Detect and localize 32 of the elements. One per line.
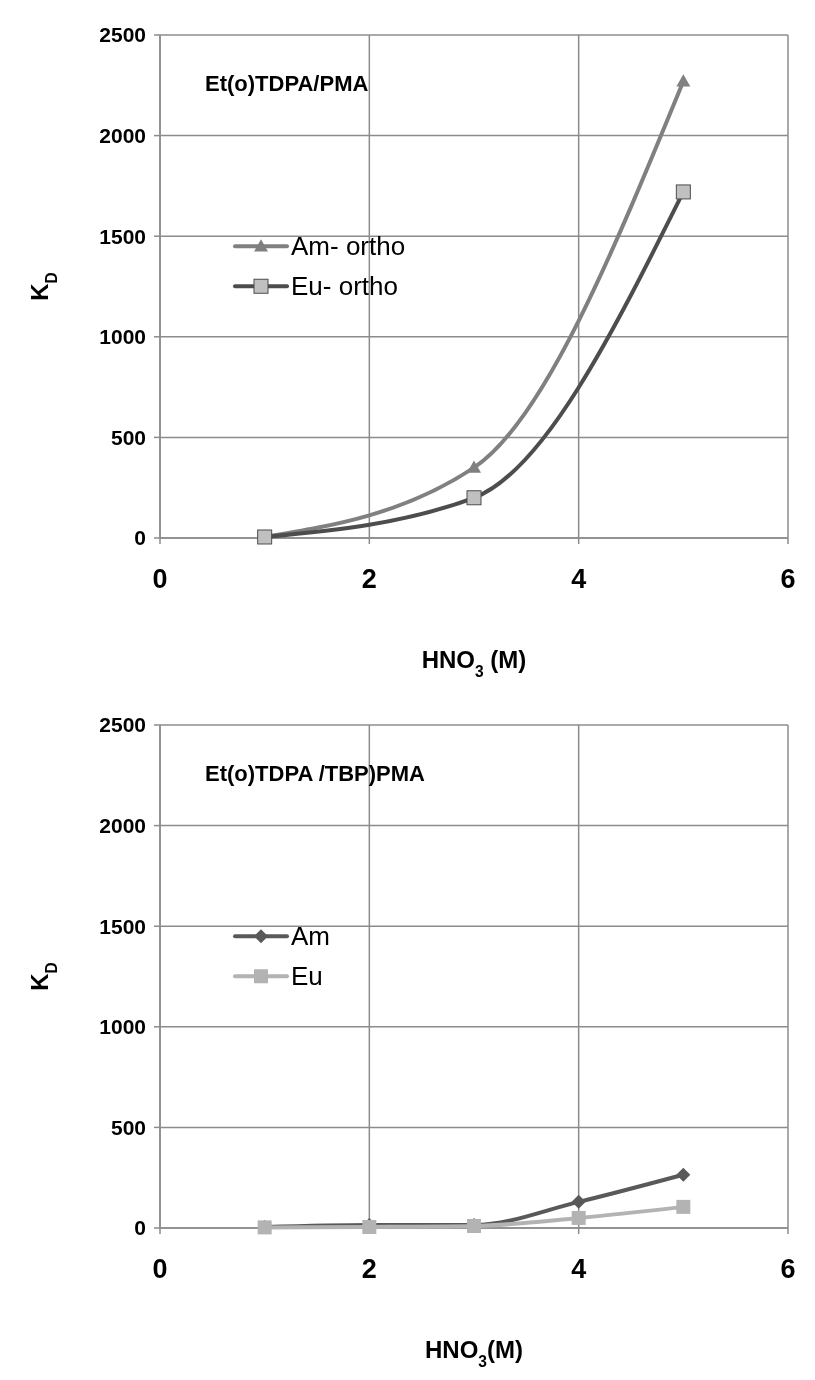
y-tick-label: 0: [134, 1216, 146, 1240]
y-tick-label: 500: [110, 1115, 146, 1139]
point: [466, 490, 482, 506]
y-tick-label: 2000: [99, 123, 146, 147]
y-tick-label: 1500: [99, 914, 146, 938]
x-axis-title: HNO$_{3}$(M): [424, 1336, 524, 1370]
point: [571, 1194, 586, 1209]
y-tick-label: 0: [134, 526, 146, 550]
y-tick-label: 1000: [99, 1015, 146, 1039]
legend-label: Eu- ortho: [291, 271, 398, 302]
point: [675, 184, 691, 200]
legend-label: Am- ortho: [291, 231, 406, 262]
point: [676, 1199, 691, 1214]
y-tick-label: 2500: [99, 713, 146, 737]
y-tick-label: 500: [110, 425, 146, 449]
legend-label: Eu: [291, 961, 323, 992]
legend-label: Am: [291, 921, 330, 952]
x-tick-label: 6: [780, 564, 796, 594]
y-tick-label: 2000: [99, 813, 146, 837]
text: Et(o)TDPA/PMA: [205, 71, 369, 96]
y-tick-label: 1500: [99, 224, 146, 248]
x-tick-label: 2: [361, 1254, 377, 1284]
x-axis-title: HNO$_{3}$ (M): [421, 646, 527, 680]
text: Et(o)TDPA /TBP)PMA: [205, 761, 426, 786]
y-tick-label: 2500: [99, 23, 146, 47]
x-tick-label: 4: [571, 564, 587, 594]
point: [676, 1167, 691, 1182]
point: [571, 1210, 586, 1225]
y-tick-label: 1000: [99, 325, 146, 349]
x-tick-label: 4: [571, 1254, 587, 1284]
x-tick-label: 6: [780, 1254, 796, 1284]
x-tick-label: 2: [361, 564, 377, 594]
